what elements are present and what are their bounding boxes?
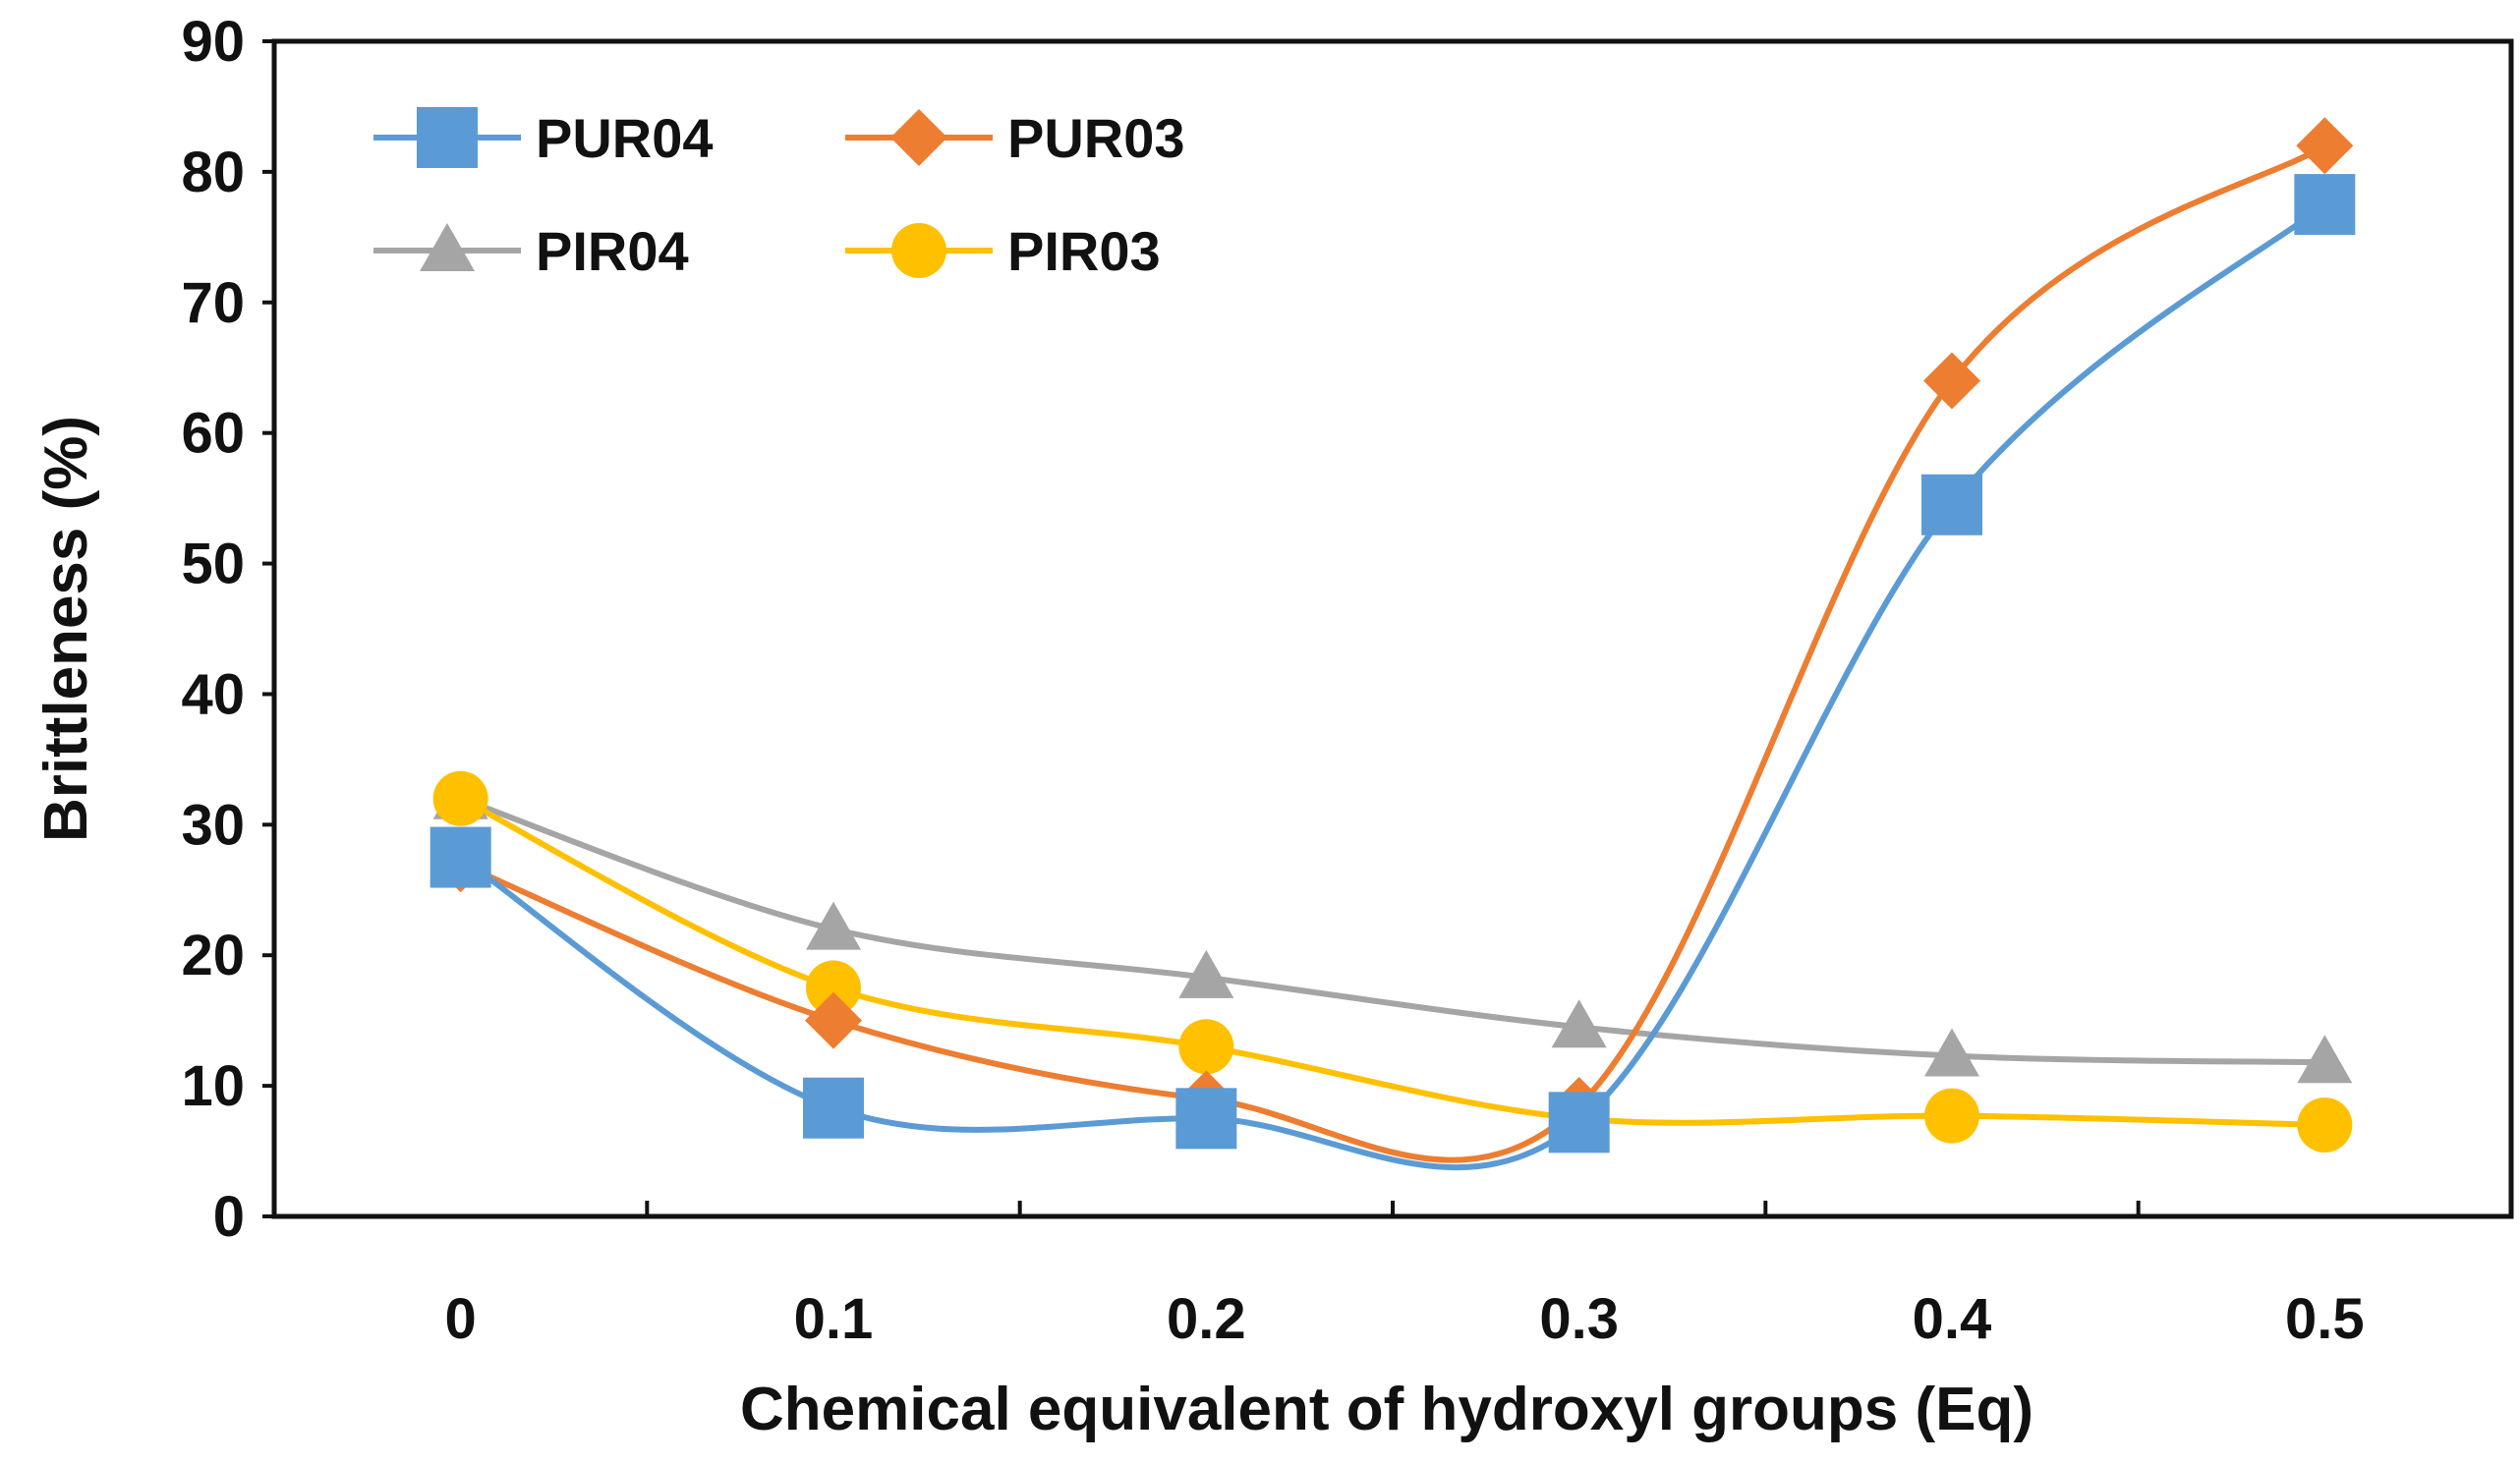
legend-label-pir04: PIR04 — [536, 220, 689, 282]
y-tick-label: 40 — [181, 662, 245, 726]
legend-marker-pur03 — [890, 109, 947, 166]
series-line-pir03 — [459, 796, 2325, 1128]
data-point-pir04 — [1924, 1028, 1979, 1077]
data-point-pur04 — [1548, 1092, 1610, 1154]
series-lines — [458, 142, 2327, 1171]
x-tick-label: 0.1 — [794, 1287, 874, 1351]
y-tick-label: 60 — [181, 402, 245, 466]
y-axis-label: Brittleness (%) — [32, 416, 100, 842]
y-axis-ticks: 0 10 20 30 40 50 60 70 80 90 — [181, 10, 274, 1249]
legend-label-pur04: PUR04 — [536, 107, 714, 169]
y-tick-label: 80 — [181, 141, 245, 204]
data-point-pir04 — [1178, 949, 1234, 998]
x-tick-label: 0 — [445, 1287, 477, 1351]
data-point-pur04 — [1175, 1088, 1237, 1150]
y-tick-label: 30 — [181, 793, 245, 857]
series-line-pir04 — [459, 795, 2325, 1066]
data-point-pur03 — [1923, 352, 1980, 410]
data-point-pir04 — [2297, 1035, 2353, 1084]
data-point-pur04 — [430, 826, 491, 888]
data-point-pir03 — [2297, 1097, 2353, 1153]
legend-label-pur03: PUR03 — [1007, 107, 1185, 169]
data-point-pir03 — [1178, 1019, 1234, 1075]
plot-area — [271, 38, 2514, 1219]
data-point-pir04 — [806, 901, 861, 950]
data-point-pur03 — [805, 991, 862, 1049]
series-markers — [430, 117, 2356, 1154]
y-tick-label: 0 — [213, 1185, 245, 1249]
legend-label-pir03: PIR03 — [1007, 220, 1161, 282]
data-point-pur04 — [803, 1077, 864, 1139]
legend: PUR04 PUR03 PIR04 PIR03 — [373, 107, 1185, 282]
y-tick-label: 70 — [181, 271, 245, 335]
x-tick-label: 0.3 — [1539, 1287, 1619, 1351]
data-point-pur04 — [2294, 174, 2356, 236]
series-line-pur04 — [458, 201, 2327, 1171]
legend-marker-pur04 — [417, 107, 478, 168]
data-point-pir03 — [1924, 1088, 1979, 1144]
data-point-pur04 — [1921, 474, 1982, 535]
x-tick-label: 0.4 — [1913, 1287, 1992, 1351]
x-tick-label: 0.2 — [1167, 1287, 1246, 1351]
legend-marker-pir03 — [891, 223, 946, 278]
data-point-pir03 — [806, 960, 861, 1016]
x-axis-label: Chemical equivalent of hydroxyl groups (… — [740, 1376, 2033, 1443]
x-axis-ticks: 0 0.1 0.2 0.3 0.4 0.5 — [445, 1201, 2365, 1351]
legend-marker-pir04 — [420, 223, 475, 271]
y-tick-label: 50 — [181, 533, 245, 596]
y-tick-label: 90 — [181, 10, 245, 74]
y-tick-label: 10 — [181, 1054, 245, 1118]
y-tick-label: 20 — [181, 924, 245, 987]
x-tick-label: 0.5 — [2285, 1287, 2365, 1351]
data-point-pir04 — [1551, 999, 1607, 1048]
data-point-pir03 — [432, 770, 488, 826]
data-point-pur03 — [2296, 117, 2354, 175]
